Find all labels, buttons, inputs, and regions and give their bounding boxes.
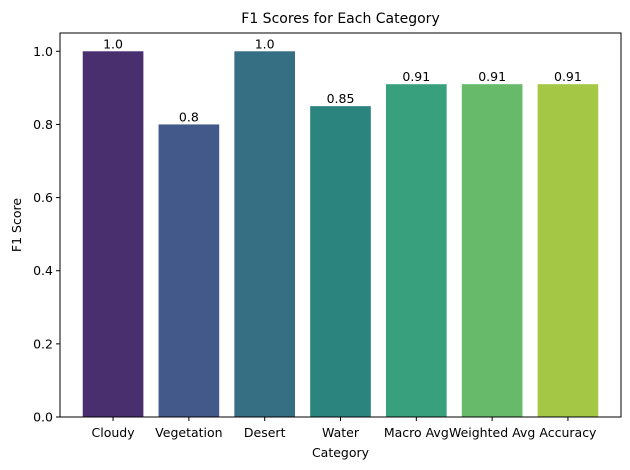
x-tick-label-weighted-avg: Weighted Avg [449, 425, 535, 440]
y-tick-label-2: 0.4 [33, 263, 53, 278]
bar-accuracy [537, 84, 599, 417]
bar-weighted-avg [461, 84, 523, 417]
data-label-macro-avg: 0.91 [402, 69, 430, 84]
y-tick-label-5: 1.0 [33, 44, 53, 59]
bar-macro-avg [385, 84, 447, 417]
x-tick-label-vegetation: Vegetation [155, 425, 222, 440]
y-tick-label-4: 0.8 [33, 117, 53, 132]
data-label-water: 0.85 [327, 91, 355, 106]
x-axis-label: Category [312, 445, 370, 460]
x-tick-label-water: Water [322, 425, 360, 440]
data-labels-group: 1.0 0.8 1.0 0.85 0.91 0.91 0.91 [103, 36, 582, 124]
y-axis: 0.0 0.2 0.4 0.6 0.8 1.0 [33, 44, 60, 425]
data-label-weighted-avg: 0.91 [478, 69, 506, 84]
y-tick-label-3: 0.6 [33, 190, 53, 205]
y-tick-label-0: 0.0 [33, 410, 53, 425]
bar-water [310, 106, 371, 418]
y-axis-label: F1 Score [9, 198, 24, 252]
plot-frame [59, 32, 622, 418]
x-tick-label-macro-avg: Macro Avg [384, 425, 449, 440]
x-tick-label-accuracy: Accuracy [539, 425, 597, 440]
bar-vegetation [158, 124, 220, 417]
x-tick-label-desert: Desert [244, 425, 286, 440]
data-label-desert: 1.0 [255, 36, 275, 51]
data-label-accuracy: 0.91 [554, 69, 582, 84]
bars-group [82, 51, 599, 418]
chart-title: F1 Scores for Each Category [241, 11, 439, 27]
bar-cloudy [82, 51, 144, 418]
data-label-vegetation: 0.8 [179, 109, 199, 124]
x-axis: Cloudy Vegetation Desert Water Macro Avg Weig… [92, 417, 597, 440]
data-label-cloudy: 1.0 [103, 36, 123, 51]
bar-desert [234, 51, 296, 418]
y-tick-label-1: 0.2 [33, 336, 53, 351]
x-tick-label-cloudy: Cloudy [92, 425, 136, 440]
